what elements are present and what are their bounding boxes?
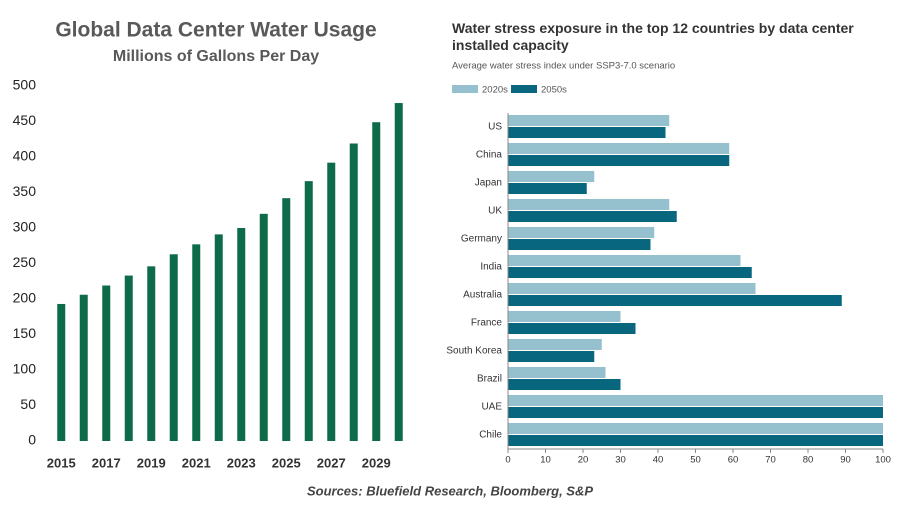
y-tick-label: Australia bbox=[463, 290, 502, 301]
x-tick-label: 0 bbox=[505, 455, 510, 466]
y-tick-label: 100 bbox=[13, 361, 37, 377]
x-tick-label: 2025 bbox=[272, 455, 301, 470]
x-tick-label: 90 bbox=[840, 455, 851, 466]
legend-swatch bbox=[511, 85, 537, 93]
source: Sources: Bluefield Research, Bloomberg, … bbox=[307, 483, 593, 498]
chart-title: Global Data Center Water Usage bbox=[55, 19, 376, 42]
x-tick-label: 2027 bbox=[317, 455, 346, 470]
legend-label: 2050s bbox=[541, 85, 567, 96]
y-tick-label: South Korea bbox=[446, 346, 502, 357]
bar bbox=[508, 423, 883, 434]
x-tick-label: 2021 bbox=[182, 455, 211, 470]
y-tick-label: 150 bbox=[13, 325, 37, 341]
bar bbox=[169, 254, 178, 441]
x-tick-label: 20 bbox=[578, 455, 589, 466]
bar bbox=[372, 122, 381, 442]
bar bbox=[102, 285, 111, 441]
bar bbox=[192, 244, 201, 441]
y-tick-label: 50 bbox=[20, 396, 36, 412]
x-tick-label: 80 bbox=[803, 455, 814, 466]
bar bbox=[124, 275, 133, 441]
x-tick-label: 30 bbox=[615, 455, 626, 466]
bar bbox=[508, 255, 741, 266]
bar bbox=[508, 239, 651, 250]
bar bbox=[508, 323, 636, 334]
y-tick-label: UAE bbox=[481, 402, 502, 413]
bar bbox=[79, 294, 88, 441]
bar bbox=[282, 198, 291, 441]
bar bbox=[508, 127, 666, 138]
bar bbox=[508, 143, 730, 154]
bar bbox=[508, 379, 621, 390]
legend-swatch bbox=[452, 85, 478, 93]
x-tick-label: 2029 bbox=[362, 455, 391, 470]
y-tick-label: US bbox=[488, 122, 502, 133]
y-tick-label: 250 bbox=[13, 254, 37, 270]
x-tick-label: 2019 bbox=[137, 455, 166, 470]
bar bbox=[508, 227, 655, 238]
y-tick-label: 0 bbox=[28, 432, 36, 448]
bar bbox=[327, 162, 336, 441]
y-tick-label: Germany bbox=[461, 234, 502, 245]
y-tick-label: China bbox=[476, 150, 503, 161]
bar bbox=[508, 367, 606, 378]
bar bbox=[508, 115, 670, 126]
y-tick-label: France bbox=[471, 318, 503, 329]
y-tick-label: 400 bbox=[13, 148, 37, 164]
x-tick-label: 10 bbox=[540, 455, 551, 466]
bar bbox=[147, 266, 156, 441]
x-tick-label: 100 bbox=[875, 455, 891, 466]
bar bbox=[508, 339, 602, 350]
x-tick-label: 70 bbox=[765, 455, 776, 466]
bar bbox=[508, 183, 587, 194]
x-tick-label: 2015 bbox=[47, 455, 76, 470]
y-tick-label: 200 bbox=[13, 290, 37, 306]
y-tick-label: 350 bbox=[13, 183, 37, 199]
bar bbox=[349, 143, 358, 441]
bar bbox=[214, 234, 223, 441]
bar bbox=[508, 211, 677, 222]
y-tick-label: 300 bbox=[13, 219, 37, 235]
y-tick-label: UK bbox=[488, 206, 502, 217]
legend-label: 2020s bbox=[482, 85, 508, 96]
y-tick-label: 500 bbox=[13, 77, 37, 93]
chart-subtitle: Millions of Gallons Per Day bbox=[113, 48, 319, 65]
x-tick-label: 60 bbox=[728, 455, 739, 466]
chart-subtitle: Average water stress index under SSP3-7.… bbox=[452, 61, 675, 72]
bar bbox=[508, 311, 621, 322]
x-tick-label: 2023 bbox=[227, 455, 256, 470]
bar bbox=[508, 171, 595, 182]
bar bbox=[508, 395, 883, 406]
x-tick-label: 40 bbox=[653, 455, 664, 466]
bar bbox=[508, 199, 670, 210]
bar bbox=[394, 103, 403, 441]
x-tick-label: 50 bbox=[690, 455, 701, 466]
bar bbox=[259, 213, 268, 441]
bar bbox=[508, 267, 752, 278]
bar bbox=[508, 435, 883, 446]
bar bbox=[508, 155, 730, 166]
y-tick-label: Brazil bbox=[477, 374, 502, 385]
y-tick-label: Japan bbox=[475, 178, 502, 189]
bar bbox=[304, 181, 313, 441]
y-tick-label: India bbox=[480, 262, 502, 273]
bar bbox=[237, 228, 246, 441]
bar bbox=[508, 351, 595, 362]
bar bbox=[508, 283, 756, 294]
bar bbox=[57, 303, 66, 441]
bar bbox=[508, 295, 842, 306]
chart-title: Water stress exposure in the top 12 coun… bbox=[452, 20, 854, 53]
y-tick-label: Chile bbox=[479, 430, 502, 441]
x-tick-label: 2017 bbox=[92, 455, 121, 470]
bar bbox=[508, 407, 883, 418]
y-tick-label: 450 bbox=[13, 112, 37, 128]
